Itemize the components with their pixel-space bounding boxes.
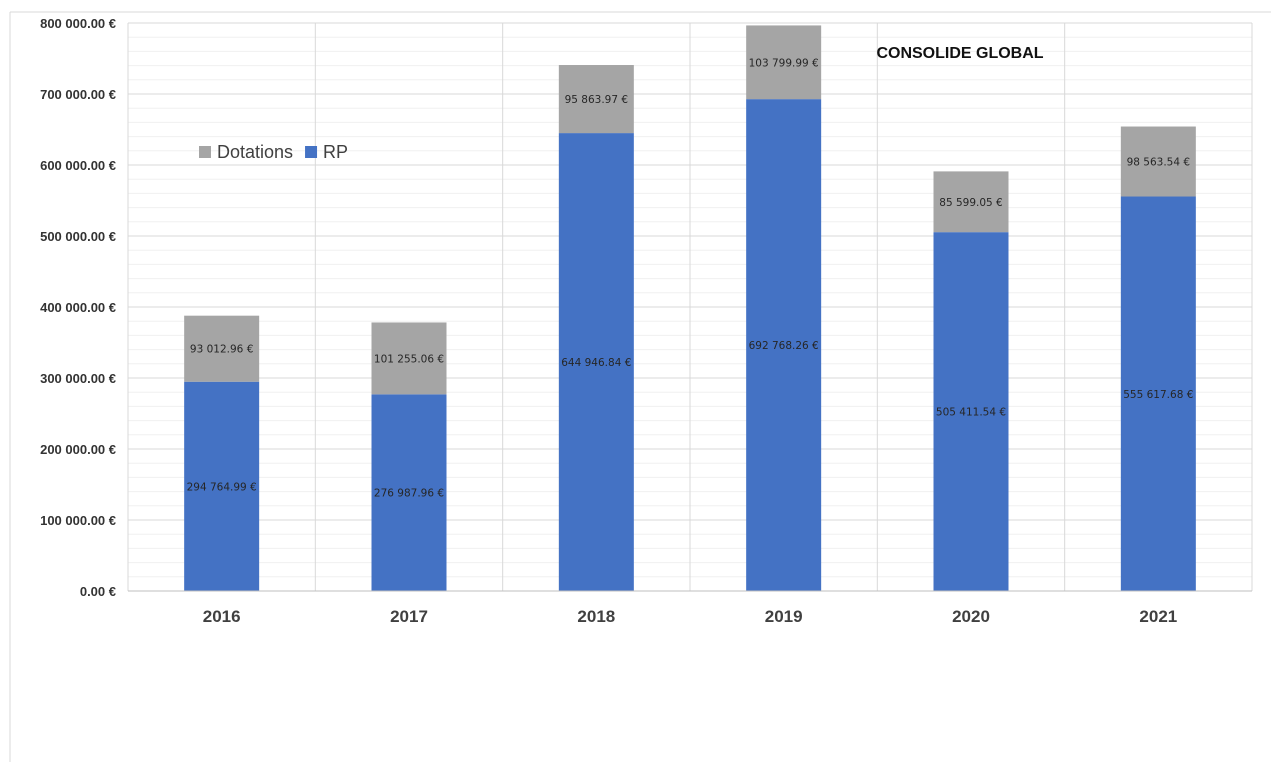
x-tick-label-2016: 2016 xyxy=(203,607,241,626)
chart-axes: 0.00 € 100 000.00 € 200 000.00 € 300 000.00… xyxy=(40,16,1252,626)
data-label-dotations-2017: 101 255.06 € xyxy=(374,353,444,365)
chart-title: CONSOLIDE GLOBAL xyxy=(876,45,1043,62)
data-label-rp-2019: 692 768.26 € xyxy=(749,340,819,352)
bar-dotations-2020 xyxy=(933,171,1009,233)
chart-legend: Dotations RP xyxy=(199,142,348,162)
data-label-rp-2020: 505 411.54 € xyxy=(936,407,1006,419)
data-label-dotations-2018: 95 863.97 € xyxy=(565,94,628,106)
bar-rp-2019 xyxy=(746,99,822,592)
chart-frame-lines xyxy=(9,11,1271,762)
legend-label-rp: RP xyxy=(323,142,348,162)
y-tick-label: 400 000.00 € xyxy=(40,300,116,315)
chart-bars xyxy=(184,25,1196,592)
bar-dotations-2018 xyxy=(558,65,634,134)
y-tick-label: 0.00 € xyxy=(80,584,116,599)
legend-swatch-rp xyxy=(305,146,318,158)
data-label-dotations-2021: 98 563.54 € xyxy=(1127,157,1190,169)
legend-label-dotations: Dotations xyxy=(217,142,293,162)
bar-rp-2021 xyxy=(1120,196,1196,591)
bar-rp-2016 xyxy=(184,381,260,591)
bar-dotations-2017 xyxy=(371,322,447,395)
y-tick-label: 300 000.00 € xyxy=(40,371,116,386)
bar-rp-2020 xyxy=(933,232,1009,591)
data-label-rp-2021: 555 617.68 € xyxy=(1123,389,1193,401)
data-label-dotations-2016: 93 012.96 € xyxy=(190,344,253,356)
x-tick-label-2020: 2020 xyxy=(952,607,990,626)
chart-data-labels: 294 764.99 € 93 012.96 € 276 987.96 € 101 2… xyxy=(187,57,1194,499)
x-tick-label-2019: 2019 xyxy=(765,607,803,626)
y-tick-label: 200 000.00 € xyxy=(40,442,116,457)
y-tick-label: 500 000.00 € xyxy=(40,229,116,244)
x-tick-label-2021: 2021 xyxy=(1139,607,1177,626)
bar-dotations-2016 xyxy=(184,315,260,382)
x-tick-label-2018: 2018 xyxy=(577,607,615,626)
bar-rp-2017 xyxy=(371,394,447,591)
y-tick-label: 800 000.00 € xyxy=(40,16,116,31)
data-label-dotations-2020: 85 599.05 € xyxy=(939,197,1002,209)
bar-dotations-2019 xyxy=(746,25,822,100)
data-label-rp-2017: 276 987.96 € xyxy=(374,488,444,500)
chart-gridlines xyxy=(127,22,1253,591)
bar-rp-2018 xyxy=(558,133,634,591)
bar-dotations-2021 xyxy=(1120,126,1196,197)
data-label-rp-2018: 644 946.84 € xyxy=(561,357,631,369)
legend-swatch-dotations xyxy=(199,146,211,158)
data-label-dotations-2019: 103 799.99 € xyxy=(749,57,819,69)
y-tick-label: 700 000.00 € xyxy=(40,87,116,102)
x-tick-label-2017: 2017 xyxy=(390,607,428,626)
y-tick-label: 600 000.00 € xyxy=(40,158,116,173)
y-tick-label: 100 000.00 € xyxy=(40,513,116,528)
data-label-rp-2016: 294 764.99 € xyxy=(187,481,257,493)
